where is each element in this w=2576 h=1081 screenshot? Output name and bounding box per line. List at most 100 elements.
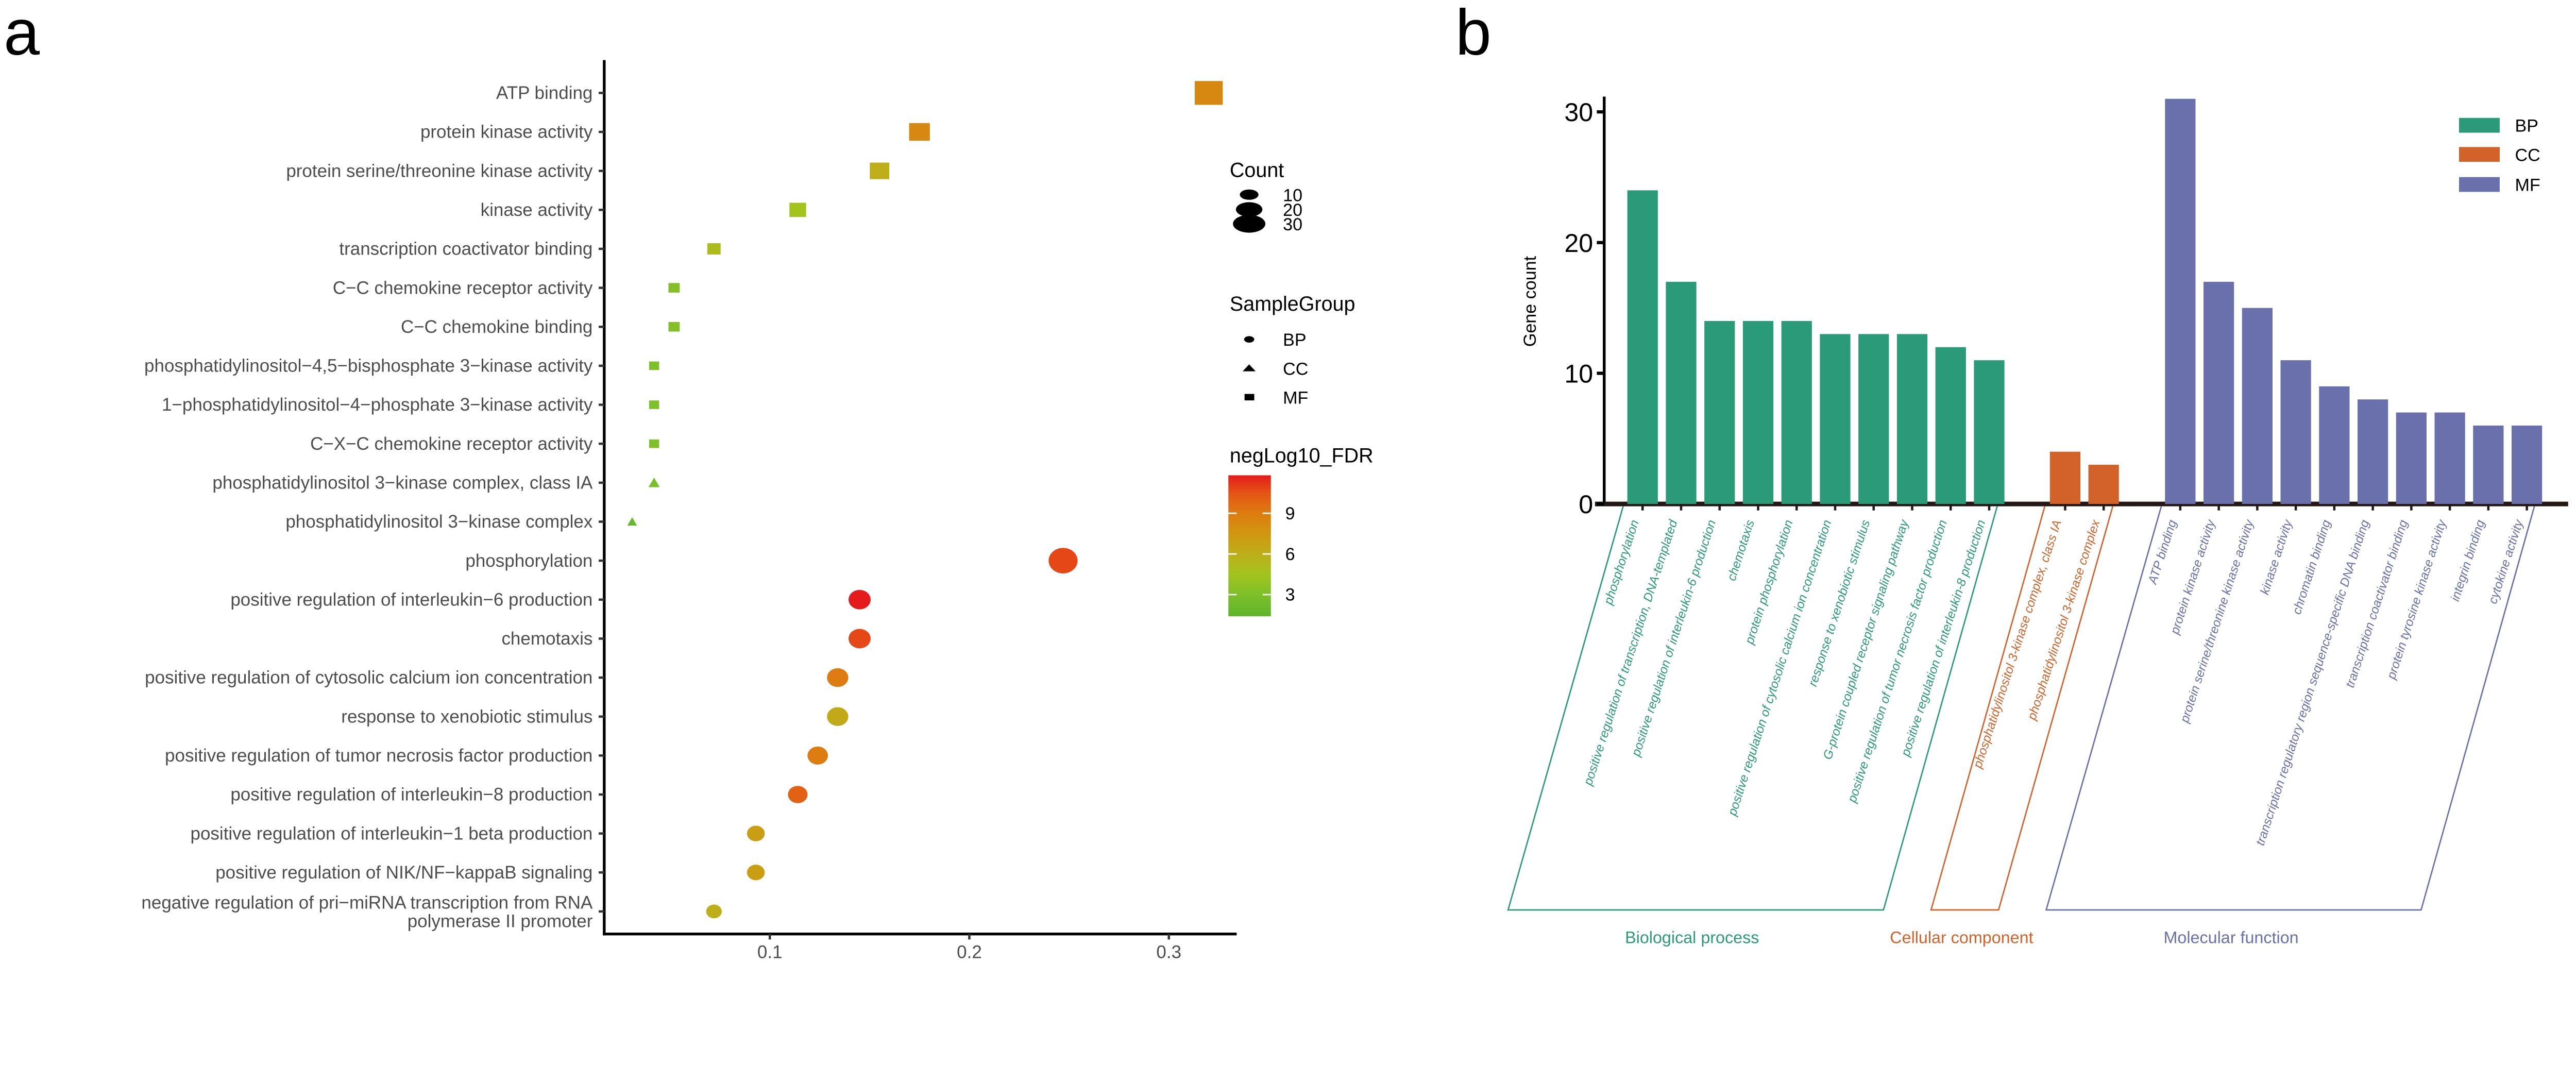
bar-BP [1820,334,1851,504]
group-bracket-CC [1930,506,2114,911]
y-tick-label: positive regulation of cytosolic calcium… [145,668,592,688]
data-point-square [649,439,659,448]
x-category-label: kinase activity [2258,517,2295,597]
y-tick-label: 20 [1564,229,1593,258]
y-tick-label: positive regulation of interleukin−6 pro… [230,589,592,610]
y-tick-label: protein kinase activity [420,122,593,142]
bar-BP [1704,320,1735,504]
bar-MF [2204,281,2234,504]
y-tick-label: C−X−C chemokine receptor activity [310,434,593,454]
data-point-circle [827,707,849,726]
bar-BP [1781,320,1812,504]
x-tick-label: 0.2 [957,942,982,962]
legend-label: CC [2515,145,2540,165]
bar-MF [2280,360,2311,504]
data-point-circle [807,746,828,765]
bar-BP [1896,334,1928,504]
bar-MF [2319,386,2350,504]
bar-CC [2049,451,2081,504]
legend-label: BP [2515,116,2538,136]
legend-count-label: 30 [1283,215,1302,234]
bar-BP [1974,360,2005,504]
data-point-circle [849,629,871,649]
bar-BP [1666,281,1697,504]
y-tick-label: phosphatidylinositol 3−kinase complex, c… [212,472,593,493]
legend-square-icon [1244,394,1255,401]
bar-MF [2511,425,2543,504]
group-label: Molecular function [2164,928,2299,947]
data-point-circle [747,825,765,841]
y-tick-label: phosphatidylinositol 3−kinase complex [285,512,593,532]
data-point-square [870,162,890,179]
bar-MF [2242,308,2273,504]
dot-plot: 0.1 0.2 0.3 ATP binding protein kinase activ… [141,60,1374,962]
y-tick-label: protein serine/threonine kinase activity [286,161,593,181]
x-tick-label: 0.3 [1156,942,1181,962]
legend-count-label: 20 [1283,200,1302,220]
group-label: Biological process [1625,928,1759,947]
color-bar [1228,475,1271,617]
data-point-circle [747,865,765,881]
y-tick-label: polymerase II promoter [408,911,593,931]
data-point-circle [788,786,808,803]
data-point-square [909,123,930,141]
y-tick-label: C−C chemokine binding [401,317,592,337]
y-tick-label: positive regulation of tumor necrosis fa… [165,746,592,766]
data-point-square [668,322,680,332]
group-label: Cellular component [1890,928,2033,947]
y-tick-label: positive regulation of NIK/NF−kappaB sig… [215,863,592,883]
data-point-square [1194,81,1223,105]
y-tick-label: 1−phosphatidylinositol−4−phosphate 3−kin… [162,395,593,415]
x-category-label: chemotaxis [1724,518,1757,583]
color-bar-label: 3 [1285,585,1295,605]
legend-triangle-icon [1243,364,1256,371]
data-point-square [649,361,659,370]
x-tick-label: 0.1 [757,942,783,962]
x-category-label: phosphatidylinositol 3-kinase complex [2025,518,2103,722]
x-category-label: integrin binding [2448,518,2488,603]
y-tick-label: 10 [1564,359,1593,388]
bar-MF [2434,412,2465,504]
legend-label: MF [2515,176,2540,195]
x-category-label: ATP binding [2145,518,2179,587]
figure: a b 0.1 0.2 0.3 ATP binding protein kinase a… [4,0,2568,962]
color-bar-label: 6 [1285,545,1295,564]
y-tick-label: positive regulation of interleukin−8 pro… [230,785,592,805]
x-category-label: cytokine activity [2486,517,2527,605]
data-point-circle [706,904,722,919]
x-category-label: chromatin binding [2290,518,2334,616]
y-tick-label: ATP binding [496,83,592,103]
bar-MF [2396,412,2427,504]
y-tick-label: kinase activity [481,200,593,220]
legend-count-title: Count [1230,159,1284,182]
y-tick-label: chemotaxis [501,629,592,649]
group-bracket-BP [1507,506,1998,911]
color-bar-label: 9 [1285,504,1295,523]
legend-group-label: CC [1283,360,1308,379]
legend-swatch-BP [2459,117,2500,133]
legend-group-label: MF [1283,388,1308,408]
data-point-square [668,283,680,293]
bar-BP [1742,320,1774,504]
y-tick-label: response to xenobiotic stimulus [341,706,592,727]
bar-BP [1858,334,1889,504]
data-point-triangle [648,478,660,487]
data-point-circle [849,589,871,610]
data-point-triangle [627,517,637,526]
y-tick-label: 30 [1564,98,1593,127]
legend-count-symbol [1235,202,1263,217]
legend-swatch-MF [2459,177,2500,192]
panel-label-a: a [4,0,40,69]
bar-CC [2088,465,2119,504]
legend-count-symbol [1240,189,1259,200]
legend-count-label: 10 [1283,185,1302,205]
y-tick-label: transcription coactivator binding [339,239,592,259]
group-bracket-MF [2045,506,2535,911]
data-point-square [649,400,659,409]
legend-color-title: negLog10_FDR [1230,444,1374,467]
y-tick-label: 0 [1579,490,1593,519]
y-tick-label: negative regulation of pri−miRNA transcr… [141,893,593,913]
x-category-label: protein serine/threonine kinase activity [2178,517,2257,725]
y-tick-label: C−C chemokine receptor activity [333,278,593,298]
